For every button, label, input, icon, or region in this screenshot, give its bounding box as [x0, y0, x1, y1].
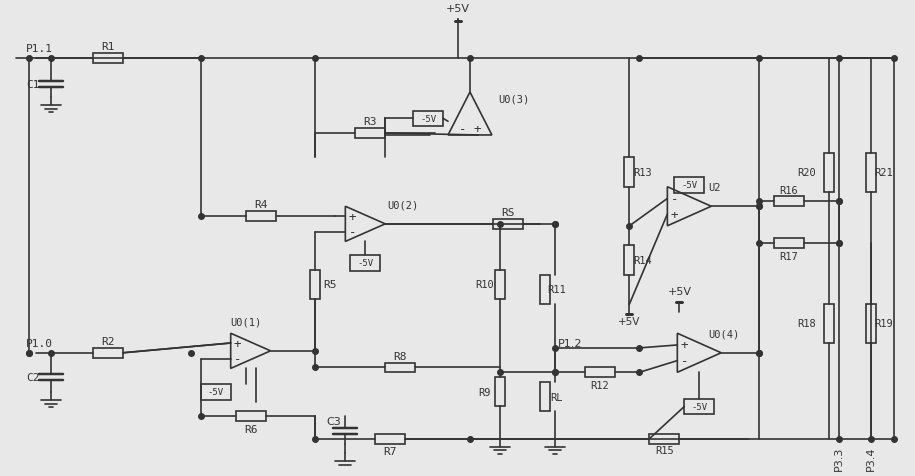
- Text: +5V: +5V: [619, 316, 640, 326]
- Bar: [866, 304, 876, 343]
- Text: R4: R4: [253, 200, 267, 210]
- Text: R14: R14: [633, 256, 651, 266]
- Bar: [245, 212, 275, 221]
- Text: U0(4): U0(4): [708, 328, 740, 338]
- Bar: [350, 256, 381, 271]
- Bar: [824, 304, 834, 343]
- Bar: [385, 363, 415, 373]
- Bar: [236, 412, 265, 421]
- Text: U0(1): U0(1): [231, 317, 262, 327]
- Text: R17: R17: [780, 251, 799, 261]
- Text: R18: R18: [798, 319, 816, 329]
- Bar: [355, 129, 385, 139]
- Bar: [540, 382, 550, 412]
- Text: R15: R15: [655, 446, 673, 456]
- Text: R21: R21: [875, 168, 893, 178]
- Text: RS: RS: [501, 208, 514, 218]
- Text: R2: R2: [102, 337, 114, 347]
- Bar: [375, 434, 405, 444]
- Bar: [93, 54, 123, 64]
- Text: U0(2): U0(2): [387, 200, 418, 210]
- Text: +: +: [671, 208, 678, 221]
- Text: P3.4: P3.4: [866, 446, 876, 470]
- Bar: [674, 178, 705, 193]
- Text: U0(3): U0(3): [498, 95, 529, 105]
- Bar: [493, 219, 522, 229]
- Text: R9: R9: [479, 387, 491, 397]
- Text: P1.0: P1.0: [27, 338, 53, 348]
- Text: +5V: +5V: [667, 287, 692, 297]
- Bar: [625, 158, 634, 188]
- Text: -5V: -5V: [357, 259, 373, 268]
- Bar: [625, 246, 634, 275]
- Text: +: +: [473, 122, 480, 135]
- Bar: [414, 111, 443, 127]
- Text: P3.3: P3.3: [834, 446, 844, 470]
- Bar: [774, 239, 804, 249]
- Bar: [495, 377, 505, 407]
- Text: R13: R13: [633, 168, 651, 178]
- Text: P1.1: P1.1: [27, 44, 53, 54]
- Text: -: -: [459, 122, 467, 135]
- Bar: [200, 384, 231, 400]
- Text: R8: R8: [393, 351, 407, 361]
- Bar: [684, 399, 715, 415]
- Bar: [585, 367, 615, 377]
- Text: P1.2: P1.2: [558, 338, 582, 348]
- Text: C3: C3: [327, 416, 341, 426]
- Text: R7: R7: [383, 446, 397, 456]
- Text: -: -: [349, 226, 356, 238]
- Text: -5V: -5V: [682, 181, 697, 190]
- Text: -5V: -5V: [208, 387, 224, 397]
- Bar: [93, 348, 123, 358]
- Text: R20: R20: [798, 168, 816, 178]
- Text: R5: R5: [324, 280, 337, 290]
- Bar: [824, 153, 834, 192]
- Text: R16: R16: [780, 185, 799, 195]
- Text: +: +: [349, 210, 356, 223]
- Text: C2: C2: [27, 372, 40, 382]
- Bar: [540, 275, 550, 304]
- Text: +5V: +5V: [446, 4, 470, 14]
- Text: R3: R3: [363, 117, 377, 127]
- Bar: [495, 270, 505, 299]
- Text: R1: R1: [102, 42, 114, 52]
- Text: C1: C1: [27, 80, 40, 90]
- Text: R6: R6: [244, 424, 257, 434]
- Text: +: +: [681, 339, 688, 352]
- Text: -: -: [681, 354, 688, 367]
- Text: -5V: -5V: [691, 402, 707, 411]
- Text: R11: R11: [547, 285, 566, 295]
- Text: -: -: [671, 193, 678, 206]
- Text: U2: U2: [708, 182, 720, 192]
- Bar: [774, 197, 804, 207]
- Text: -5V: -5V: [420, 115, 436, 124]
- Bar: [650, 434, 679, 444]
- Text: RL: RL: [551, 392, 563, 402]
- Text: R12: R12: [590, 380, 609, 390]
- Bar: [310, 270, 320, 299]
- Bar: [866, 153, 876, 192]
- Text: -: -: [234, 352, 242, 366]
- Text: R10: R10: [476, 280, 494, 290]
- Text: +: +: [234, 337, 242, 350]
- Text: R19: R19: [875, 319, 893, 329]
